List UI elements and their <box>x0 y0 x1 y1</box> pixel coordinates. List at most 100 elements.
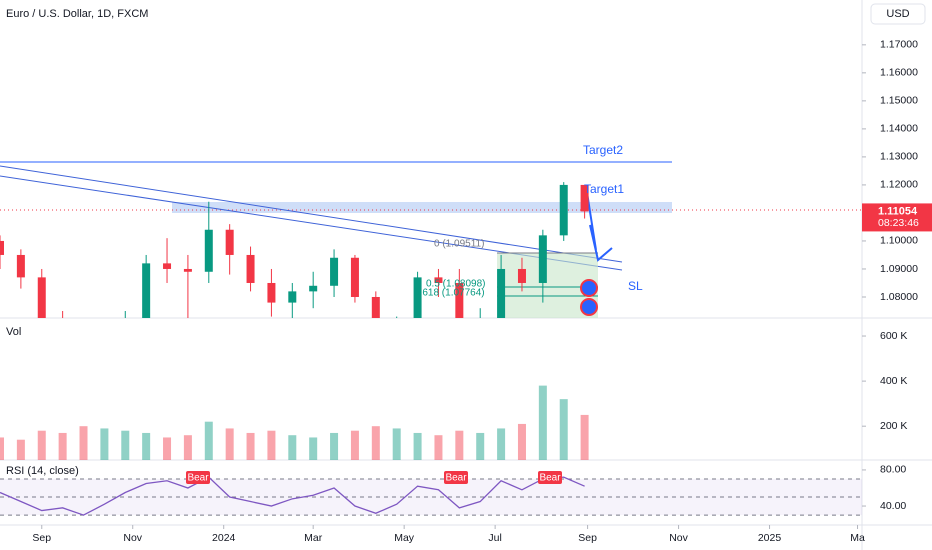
chart-title: Euro / U.S. Dollar, 1D, FXCM <box>6 8 148 20</box>
y-tick-label: 1.14000 <box>880 123 918 135</box>
last-price-label: 1.11054 <box>878 205 918 217</box>
countdown: 08:23:46 <box>878 217 919 229</box>
annotation: SL <box>628 279 643 293</box>
volume-bar <box>58 432 67 460</box>
candle-body <box>0 240 4 255</box>
y-tick-label: 1.17000 <box>880 39 918 51</box>
rsi-line <box>0 476 585 516</box>
candle-body <box>559 184 568 236</box>
candle-body <box>413 277 422 318</box>
candle-body <box>37 277 46 318</box>
volume-bar <box>392 428 401 460</box>
volume-bar <box>455 430 464 460</box>
bear-label: Bear <box>187 473 209 484</box>
annotation: 0 (1.09511) <box>434 239 484 250</box>
y-tick-label: 400 K <box>880 375 907 387</box>
volume-bar <box>79 426 88 460</box>
candle-body <box>371 296 380 318</box>
candle-body <box>350 257 359 297</box>
event-icon <box>580 298 598 316</box>
annotation: Target1 <box>584 182 624 196</box>
candle-body <box>330 257 339 286</box>
bear-tag <box>186 471 210 484</box>
volume-bar <box>288 435 297 460</box>
candle-body <box>580 184 589 212</box>
volume-bar <box>497 428 506 460</box>
resistance-zone <box>172 202 672 213</box>
volume-bar <box>183 435 192 460</box>
volume-bar <box>142 432 151 460</box>
series <box>0 385 589 460</box>
currency-button[interactable] <box>870 3 926 25</box>
x-tick-label: Ma <box>850 532 865 544</box>
bear-tag <box>538 471 562 484</box>
annotation: Target2 <box>583 143 623 157</box>
volume-bar <box>246 432 255 460</box>
drawings <box>0 161 862 318</box>
y-tick-label: 80.00 <box>880 464 906 476</box>
x-tick-label: 2025 <box>758 532 782 544</box>
rsi-zone <box>0 478 862 516</box>
candle-body <box>434 277 443 283</box>
y-tick-label: 1.15000 <box>880 95 918 107</box>
y-tick-label: 1.16000 <box>880 67 918 79</box>
y-tick-label: 1.12000 <box>880 179 918 191</box>
y-tick-label: 1.10000 <box>880 235 918 247</box>
x-tick-label: Sep <box>578 532 597 544</box>
volume-bar <box>371 426 380 460</box>
trend-line <box>0 165 623 263</box>
volume-bar <box>309 437 318 460</box>
candle-body <box>288 291 297 303</box>
currency: USD <box>886 8 909 20</box>
volume-bar <box>100 428 109 460</box>
y-tick-label: 1.13000 <box>880 151 918 163</box>
volume-title: Vol <box>6 326 21 338</box>
volume-bar <box>559 399 568 460</box>
bear-label: Bear <box>445 473 467 484</box>
candle-body <box>455 282 464 318</box>
annotation: 0.5 (1.08098) <box>426 279 486 290</box>
x-tick-label: Mar <box>304 532 323 544</box>
x-tick-label: May <box>394 532 415 544</box>
event-icon <box>580 279 598 297</box>
candle-body <box>267 282 276 303</box>
y-tick-label: 1.09000 <box>880 263 918 275</box>
candle-body <box>16 254 25 278</box>
volume-bar <box>538 385 547 460</box>
y-tick-label: 200 K <box>880 420 907 432</box>
volume-bar <box>267 430 276 460</box>
x-tick-label: 2024 <box>212 532 236 544</box>
bear-label: Bear <box>539 473 561 484</box>
volume-bar <box>517 423 526 460</box>
volume-bar <box>434 435 443 460</box>
candle-body <box>183 268 192 272</box>
candle-body <box>538 235 547 283</box>
volume-bar <box>204 421 213 460</box>
forecast-arrow <box>585 185 613 262</box>
volume-bar <box>37 430 46 460</box>
volume-bar <box>330 432 339 460</box>
candle-body <box>204 229 213 272</box>
y-tick-label: 1.08000 <box>880 291 918 303</box>
candle-body <box>497 268 506 318</box>
candle-body <box>517 268 526 283</box>
series <box>0 476 862 516</box>
candle-body <box>142 263 151 318</box>
y-tick-label: 600 K <box>880 330 907 342</box>
volume-bar <box>16 439 25 460</box>
candle-body <box>246 254 255 283</box>
last-price-tag <box>862 203 932 232</box>
x-tick-label: Nov <box>669 532 688 544</box>
x-tick-label: Nov <box>123 532 142 544</box>
series <box>0 182 589 318</box>
volume-bar <box>121 430 130 460</box>
volume-bar <box>225 428 234 460</box>
x-tick-label: Sep <box>32 532 51 544</box>
volume-bar <box>580 414 589 460</box>
volume-bar <box>163 437 172 460</box>
candle-body <box>225 229 234 255</box>
candle-body <box>163 263 172 269</box>
bear-tag <box>444 471 468 484</box>
